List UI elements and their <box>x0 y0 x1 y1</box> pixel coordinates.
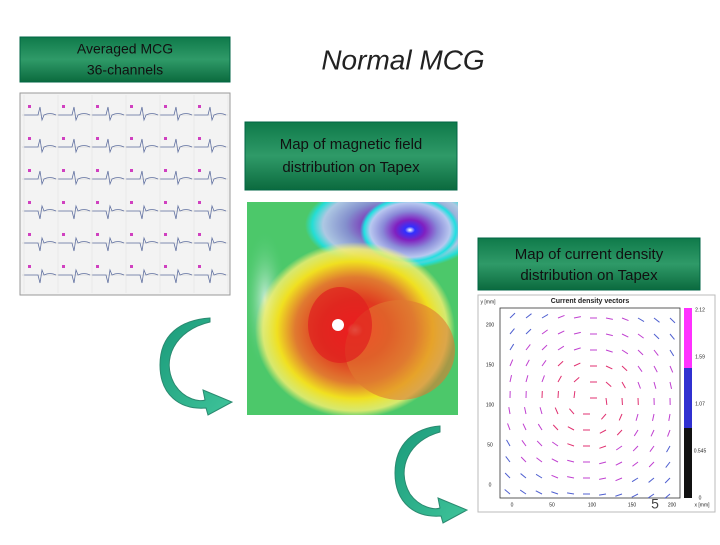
ecg-marker <box>28 105 31 108</box>
box-text: Map of magnetic field <box>280 136 423 153</box>
ecg-marker <box>62 233 65 236</box>
ecg-marker <box>96 105 99 108</box>
ecg-marker <box>198 137 201 140</box>
axis-label: y [mm] <box>481 299 497 305</box>
field-map <box>243 180 485 418</box>
box-text: Averaged MCG <box>77 41 173 57</box>
ecg-image <box>20 93 230 295</box>
ecg-marker <box>62 169 65 172</box>
colorbar-tick-label: 1.07 <box>695 401 705 407</box>
colorbar-tick-label: 0.545 <box>694 448 707 454</box>
curved-arrow <box>160 318 232 415</box>
ecg-marker <box>130 105 133 108</box>
curved-arrow <box>395 426 467 523</box>
box-text: distribution on Tapex <box>520 267 658 284</box>
y-tick-label: 100 <box>486 402 495 408</box>
axis-label: x [mm] <box>695 502 711 508</box>
ecg-marker <box>164 105 167 108</box>
ecg-marker <box>28 169 31 172</box>
label-box <box>245 122 457 190</box>
ecg-marker <box>164 169 167 172</box>
ecg-marker <box>130 137 133 140</box>
ecg-marker <box>198 233 201 236</box>
ecg-marker <box>28 265 31 268</box>
plot-title: Current density vectors <box>551 298 630 305</box>
y-tick-label: 150 <box>486 362 495 368</box>
ecg-marker <box>96 233 99 236</box>
y-tick-label: 50 <box>487 442 493 448</box>
ecg-marker <box>96 201 99 204</box>
ecg-marker <box>198 105 201 108</box>
x-tick-label: 200 <box>668 502 677 508</box>
ecg-marker <box>96 169 99 172</box>
x-tick-label: 50 <box>549 502 555 508</box>
colorbar-tick-label: 0 <box>699 495 702 501</box>
ecg-marker <box>164 201 167 204</box>
ecg-marker <box>62 201 65 204</box>
ecg-marker <box>198 169 201 172</box>
x-tick-label: 150 <box>628 502 637 508</box>
ecg-marker <box>96 265 99 268</box>
slide-title: Normal MCG <box>321 44 484 75</box>
ecg-marker <box>198 201 201 204</box>
vector-plot: Current density vectors y [mm] x [mm] 20… <box>478 295 715 512</box>
ecg-marker <box>198 265 201 268</box>
y-tick-label: 200 <box>486 322 495 328</box>
ecg-marker <box>164 233 167 236</box>
box-text: Map of current density <box>515 246 664 263</box>
ecg-marker <box>62 137 65 140</box>
colorbar-tick-label: 2.12 <box>695 307 705 313</box>
ecg-marker <box>28 201 31 204</box>
ecg-marker <box>28 233 31 236</box>
colorbar-tick-label: 1.59 <box>695 354 705 360</box>
ecg-marker <box>62 265 65 268</box>
ecg-marker <box>164 265 167 268</box>
ecg-marker <box>96 137 99 140</box>
x-tick-label: 100 <box>588 502 597 508</box>
page-number: 5 <box>651 496 659 512</box>
y-tick-label: 0 <box>489 482 492 488</box>
ecg-marker <box>130 233 133 236</box>
ecg-marker <box>130 265 133 268</box>
box-text: 36-channels <box>87 62 163 78</box>
ecg-marker <box>28 137 31 140</box>
ecg-marker <box>164 137 167 140</box>
ecg-marker <box>62 105 65 108</box>
ecg-marker <box>130 201 133 204</box>
ecg-marker <box>130 169 133 172</box>
box-text: distribution on Tapex <box>282 159 420 176</box>
x-tick-label: 0 <box>511 502 514 508</box>
